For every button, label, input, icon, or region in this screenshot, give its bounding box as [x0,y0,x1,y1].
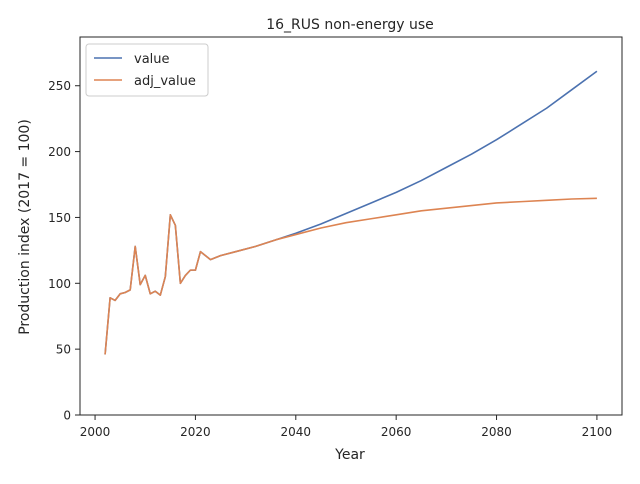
y-tick-label: 100 [48,277,71,291]
chart-title: 16_RUS non-energy use [266,17,434,33]
x-tick-label: 2040 [281,425,312,439]
y-tick-label: 200 [48,145,71,159]
y-tick-label: 250 [48,79,71,93]
x-tick-label: 2020 [180,425,211,439]
y-axis-label: Production index (2017 = 100) [17,119,33,335]
x-tick-label: 2060 [381,425,412,439]
legend-label-value: value [134,52,170,67]
axes-frame [79,36,623,416]
y-tick-label: 50 [56,343,71,357]
y-axis: 0 50 100 150 200 250 [48,79,80,423]
x-tick-label: 2080 [481,425,512,439]
y-tick-label: 150 [48,211,71,225]
x-axis: 2000 2020 2040 2060 2080 2100 [80,415,612,439]
legend-box [85,43,209,97]
series-line-adj-value [104,197,597,355]
x-tick-label: 2100 [582,425,613,439]
y-tick-label: 0 [63,409,71,423]
x-tick-label: 2000 [80,425,111,439]
plot-area [79,36,623,416]
x-axis-label: Year [334,447,365,463]
legend: value adj_value [85,43,209,97]
legend-label-adj-value: adj_value [134,74,196,89]
